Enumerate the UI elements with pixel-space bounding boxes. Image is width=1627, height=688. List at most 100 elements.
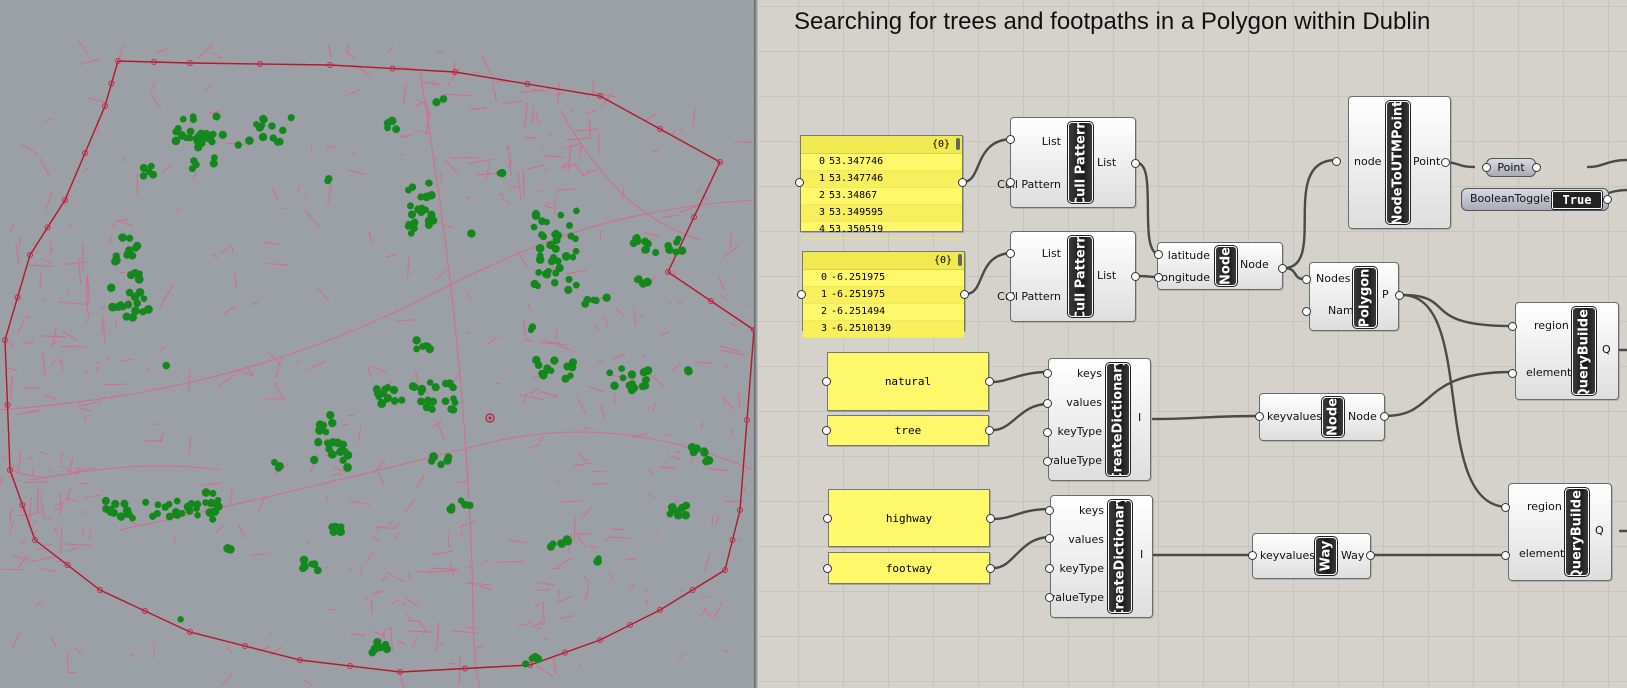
viewport-splitter[interactable]: [754, 0, 758, 688]
cull2-pattern-pin[interactable]: [1006, 292, 1015, 301]
tree-point: [666, 510, 674, 518]
point-output-label: Point: [1413, 155, 1441, 168]
create-dictionary-badge: CreateDictionary: [1105, 362, 1131, 477]
tree-point: [111, 499, 120, 509]
natural-output-pin[interactable]: [985, 377, 994, 386]
utm-node-pin[interactable]: [1332, 157, 1341, 166]
highway-input-pin[interactable]: [823, 514, 832, 523]
tree-point: [643, 376, 651, 383]
natural-input-pin[interactable]: [822, 377, 831, 386]
cull1-output-pin[interactable]: [1131, 159, 1140, 168]
footway-output-pin[interactable]: [986, 564, 995, 573]
polygon-vertex: [242, 643, 248, 649]
tree-panel[interactable]: tree: [827, 415, 989, 446]
grasshopper-canvas[interactable]: Searching for trees and footpaths in a P…: [758, 0, 1627, 688]
latitude-pin[interactable]: [1154, 250, 1163, 259]
cull2-output-pin[interactable]: [1131, 272, 1140, 281]
tree-point: [337, 523, 345, 531]
point-param-output-pin[interactable]: [1532, 163, 1541, 172]
tree-point: [178, 509, 186, 517]
longitude-panel-input-pin[interactable]: [797, 290, 806, 299]
query-builder-component-1[interactable]: region elements QueryBuilder Q: [1515, 302, 1619, 400]
dict2-keytype-pin[interactable]: [1045, 564, 1054, 573]
tree-point: [177, 616, 184, 623]
point-parameter[interactable]: Point: [1486, 158, 1536, 177]
polygon-nodes-pin[interactable]: [1302, 275, 1311, 284]
longitude-panel[interactable]: {0} 0 -6.251975 1 -6.251975 2 -6.251494 3 -6.25…: [802, 251, 965, 338]
cull-pattern-component-2[interactable]: List Cull Pattern Cull Pattern List: [997, 231, 1136, 322]
list-row: 2 53.34867: [801, 188, 962, 205]
polygon-output-pin[interactable]: [1395, 291, 1404, 300]
polygon-name-pin[interactable]: [1302, 307, 1311, 316]
row-value: 53.34867: [829, 190, 878, 201]
polygon-vertex: [2, 337, 8, 343]
tree-point: [532, 355, 541, 365]
tree-point: [323, 439, 332, 447]
node-kv-output-pin[interactable]: [1380, 412, 1389, 421]
node-keyvalues-component[interactable]: keyvalues Node Node: [1259, 393, 1385, 441]
node-output-pin[interactable]: [1278, 264, 1287, 273]
longitude-pin[interactable]: [1154, 273, 1163, 282]
qb2-elements-pin[interactable]: [1501, 551, 1510, 560]
dict2-keys-pin[interactable]: [1045, 506, 1054, 515]
qb1-region-pin[interactable]: [1508, 322, 1517, 331]
tree-point: [179, 115, 187, 123]
way-keyvalues-component[interactable]: keyvalues Way Way: [1252, 533, 1371, 579]
longitude-panel-output-pin[interactable]: [960, 290, 969, 299]
tree-input-pin[interactable]: [822, 426, 831, 435]
dict2-values-pin[interactable]: [1045, 534, 1054, 543]
i-output-label: I: [1140, 548, 1144, 561]
query-builder-component-2[interactable]: region elements QueryBuilder Q: [1508, 483, 1612, 581]
node-to-utm-point-component[interactable]: node NodeToUTMPoint Point: [1348, 96, 1451, 229]
tree-point: [547, 367, 555, 374]
highway-panel[interactable]: highway: [828, 489, 990, 547]
qb1-elements-pin[interactable]: [1508, 369, 1517, 378]
node-kv-input-pin[interactable]: [1255, 412, 1264, 421]
tree-point: [410, 224, 418, 232]
highway-output-pin[interactable]: [986, 514, 995, 523]
cull2-list-pin[interactable]: [1006, 249, 1015, 258]
dict2-valuetype-pin[interactable]: [1045, 593, 1054, 602]
footway-input-pin[interactable]: [823, 564, 832, 573]
tree-point: [673, 238, 681, 246]
toggle-output-pin[interactable]: [1603, 195, 1612, 204]
tree-point: [665, 245, 674, 254]
dict1-keytype-pin[interactable]: [1043, 428, 1052, 437]
dict1-keys-pin[interactable]: [1043, 369, 1052, 378]
way-kv-output-pin[interactable]: [1366, 551, 1375, 560]
tree-point: [279, 126, 287, 135]
latitude-panel-input-pin[interactable]: [795, 178, 804, 187]
valuetype-input-label: valueType: [1046, 454, 1102, 467]
tree-point: [258, 121, 266, 129]
elements-input-label: elements: [1526, 366, 1578, 379]
tree-point: [392, 125, 399, 133]
tree-point: [414, 205, 423, 214]
boolean-toggle[interactable]: BooleanToggle True: [1461, 188, 1609, 211]
node-component[interactable]: latitude longitude Node Node: [1157, 242, 1283, 290]
tree-point: [684, 367, 693, 376]
natural-panel[interactable]: natural: [827, 352, 989, 411]
tree-point: [162, 361, 171, 370]
row-value: 53.349595: [829, 207, 884, 218]
create-dictionary-component-2[interactable]: keys values keyType valueType CreateDict…: [1049, 495, 1153, 618]
latitude-panel[interactable]: {0} 0 53.347746 1 53.347746 2 53.34867 3 53.349…: [800, 135, 963, 239]
dict1-values-pin[interactable]: [1043, 399, 1052, 408]
polygon-vertex: [597, 637, 603, 643]
rhino-viewport[interactable]: [0, 0, 754, 688]
footway-panel[interactable]: footway: [828, 552, 990, 584]
toggle-value[interactable]: True: [1551, 190, 1603, 210]
tree-point: [147, 162, 155, 170]
cull1-list-pin[interactable]: [1006, 135, 1015, 144]
qb2-region-pin[interactable]: [1501, 503, 1510, 512]
utm-point-pin[interactable]: [1441, 158, 1450, 167]
polygon-component[interactable]: Nodes Name Polygon P: [1309, 262, 1399, 331]
create-dictionary-component-1[interactable]: keys values keyType valueType CreateDict…: [1046, 358, 1151, 481]
way-kv-input-pin[interactable]: [1248, 551, 1257, 560]
latitude-panel-output-pin[interactable]: [958, 178, 967, 187]
dict1-valuetype-pin[interactable]: [1043, 457, 1052, 466]
tree-point: [389, 385, 399, 395]
tree-output-pin[interactable]: [985, 426, 994, 435]
cull1-pattern-pin[interactable]: [1006, 178, 1015, 187]
point-param-input-pin[interactable]: [1482, 163, 1491, 172]
cull-pattern-component-1[interactable]: List Cull Pattern Cull Pattern List: [997, 117, 1136, 208]
